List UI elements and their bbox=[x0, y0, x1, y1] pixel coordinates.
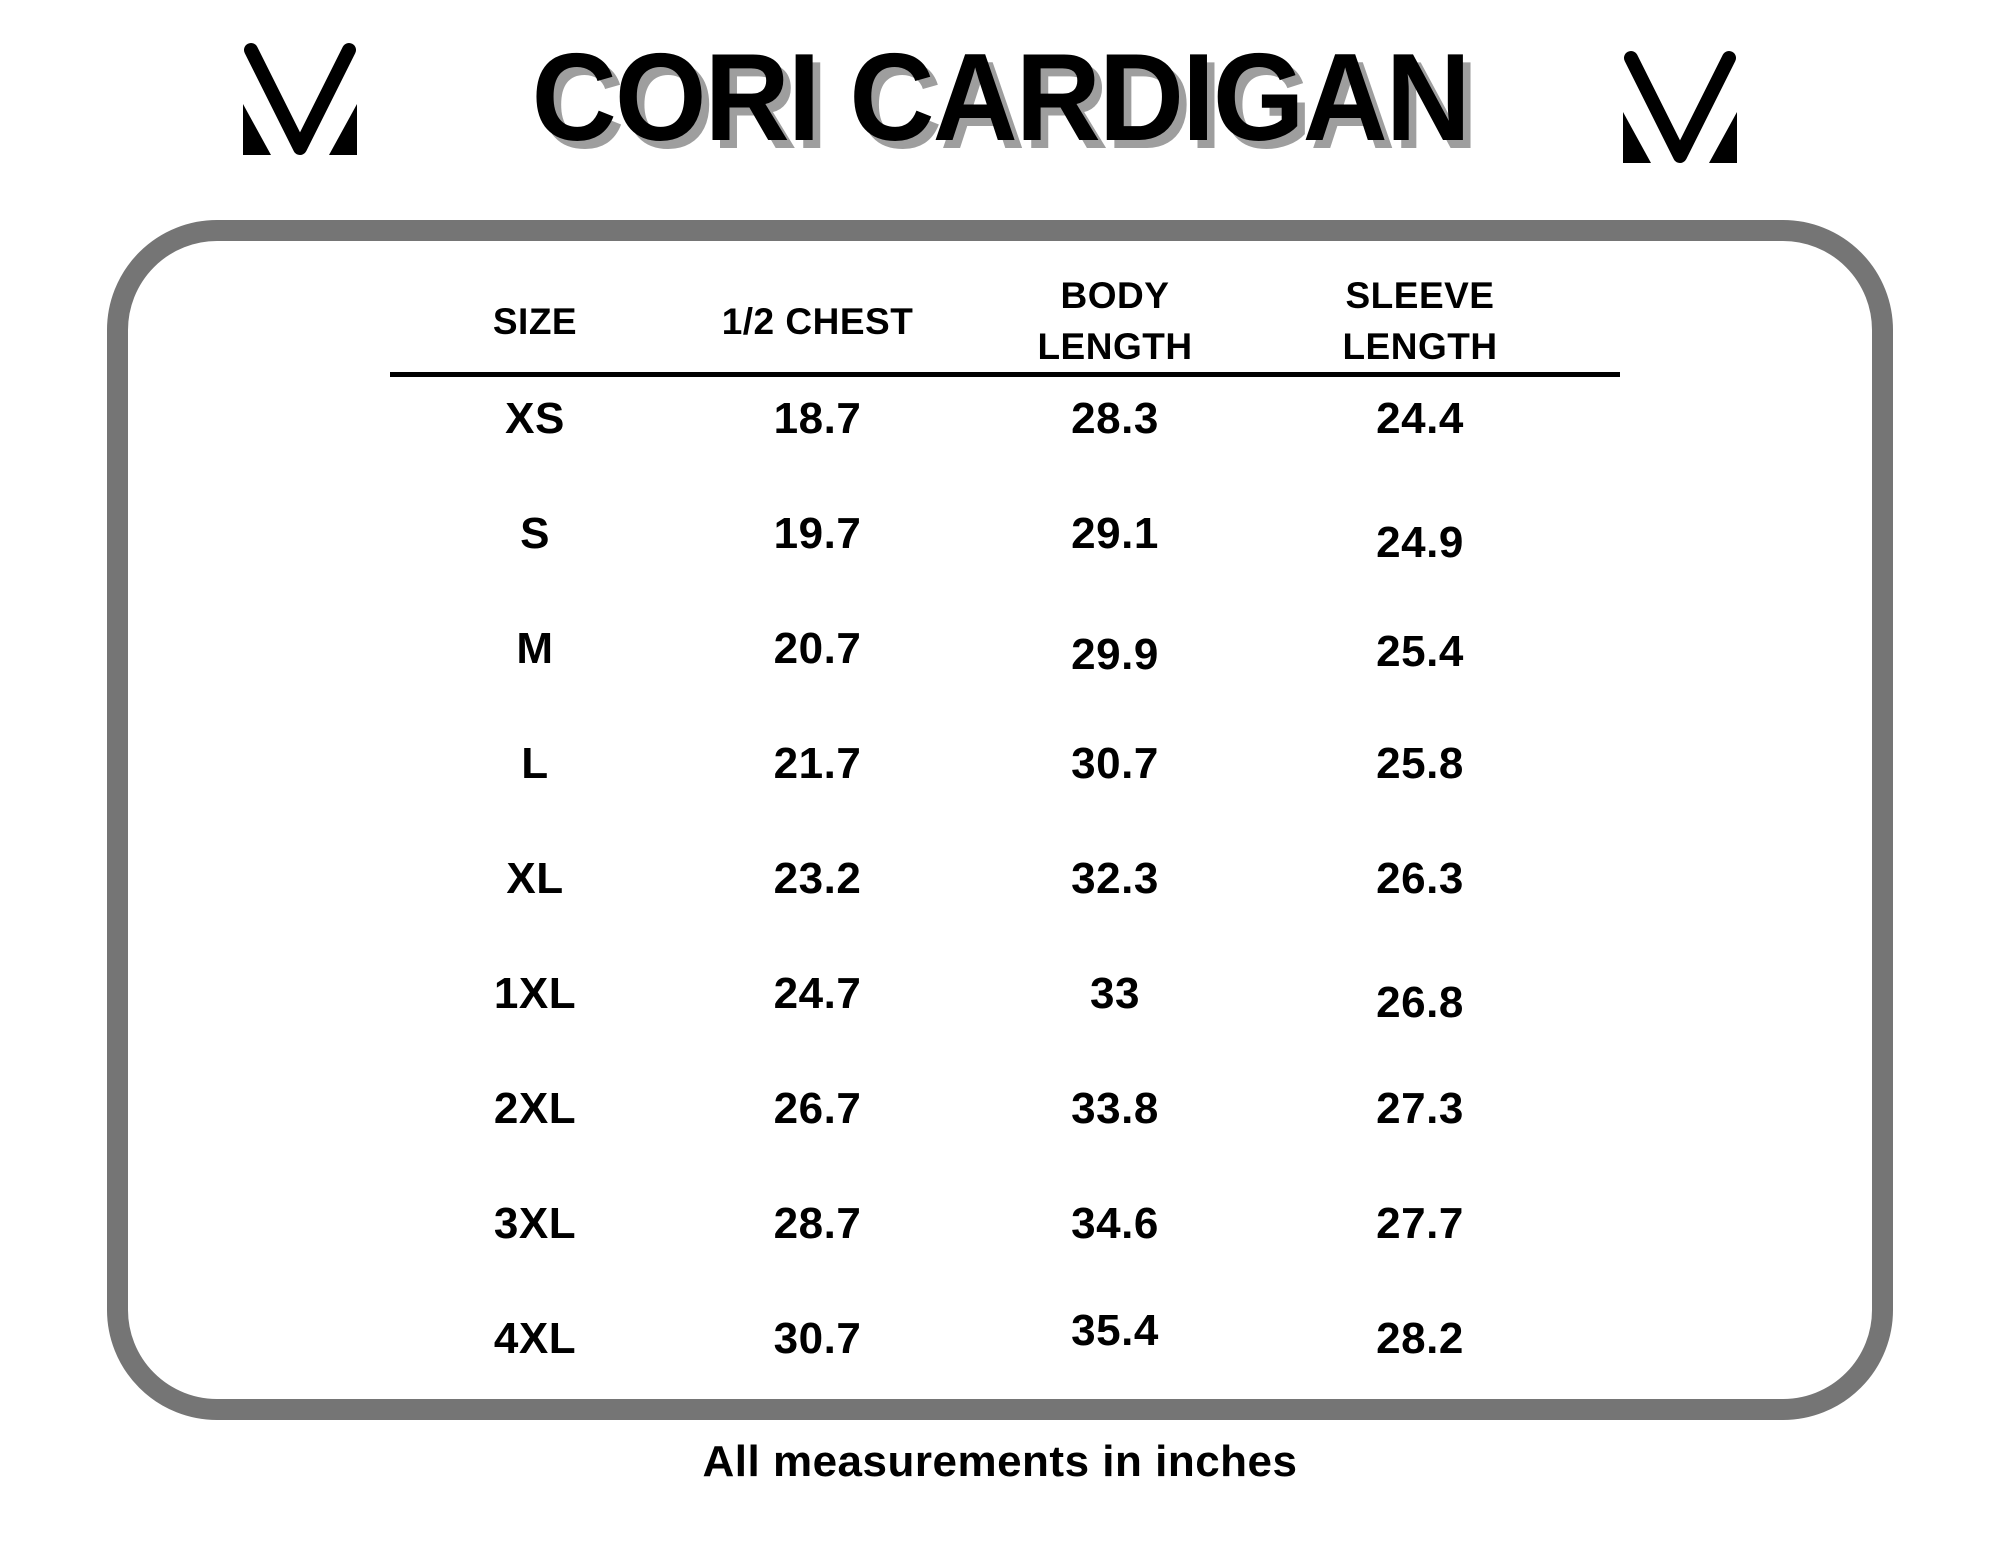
cell-size: L bbox=[521, 738, 549, 788]
cell-sleeve-length: 24.4 bbox=[1376, 393, 1464, 443]
header-sleeve-length: SLEEVE LENGTH bbox=[1342, 275, 1498, 367]
size-chart-border-box bbox=[107, 220, 1893, 1420]
cell-body-length: 33 bbox=[1090, 968, 1140, 1018]
cell-body-length: 29.9 bbox=[1071, 629, 1159, 679]
size-chart-table: SIZE 1/2 CHEST BODY LENGTH SLEEVE LENGTH… bbox=[390, 270, 1620, 1396]
size-row-XL: XL 23.2 32.3 26.3 bbox=[390, 821, 1620, 936]
table-body: XS 18.7 28.3 24.4 S 19.7 29.1 24.9 M 20.7 29.9 25.4… bbox=[390, 361, 1620, 1396]
table-header-row: SIZE 1/2 CHEST BODY LENGTH SLEEVE LENGTH bbox=[390, 270, 1620, 372]
size-row-4XL: 4XL 30.7 35.4 28.2 bbox=[390, 1281, 1620, 1396]
cell-body-length: 32.3 bbox=[1071, 853, 1159, 903]
cell-size: S bbox=[520, 508, 550, 558]
size-row-M: M 20.7 29.9 25.4 bbox=[390, 591, 1620, 706]
cell-half-chest: 26.7 bbox=[773, 1083, 862, 1133]
size-row-XS: XS 18.7 28.3 24.4 bbox=[390, 361, 1620, 476]
units-note: All measurements in inches bbox=[702, 1437, 1298, 1486]
cell-half-chest: 30.7 bbox=[773, 1313, 862, 1363]
header-half-chest: 1/2 CHEST bbox=[721, 300, 914, 342]
brand-logo-left bbox=[237, 40, 363, 160]
cell-size: 3XL bbox=[493, 1198, 577, 1248]
cell-half-chest: 21.7 bbox=[773, 738, 862, 788]
header-body-length: BODY LENGTH bbox=[1037, 275, 1193, 367]
size-row-2XL: 2XL 26.7 33.8 27.3 bbox=[390, 1051, 1620, 1166]
cell-half-chest: 18.7 bbox=[773, 393, 862, 443]
cell-half-chest: 20.7 bbox=[773, 623, 862, 673]
cell-sleeve-length: 24.9 bbox=[1376, 517, 1464, 567]
mv-monogram-icon bbox=[243, 43, 357, 155]
cell-sleeve-length: 26.8 bbox=[1376, 977, 1464, 1027]
cell-half-chest: 24.7 bbox=[773, 968, 862, 1018]
cell-body-length: 29.1 bbox=[1071, 508, 1159, 558]
cell-size: XL bbox=[506, 853, 564, 903]
cell-half-chest: 23.2 bbox=[773, 853, 862, 903]
header-size: SIZE bbox=[492, 300, 578, 342]
cell-sleeve-length: 27.7 bbox=[1376, 1198, 1464, 1248]
size-row-1XL: 1XL 24.7 33 26.8 bbox=[390, 936, 1620, 1051]
cell-body-length: 28.3 bbox=[1071, 393, 1159, 443]
cell-half-chest: 28.7 bbox=[773, 1198, 862, 1248]
cell-body-length: 35.4 bbox=[1071, 1305, 1159, 1355]
title-wrap: CORI CARDIGAN bbox=[0, 36, 2000, 160]
cell-body-length: 30.7 bbox=[1071, 738, 1159, 788]
cell-size: 1XL bbox=[493, 968, 577, 1018]
mv-monogram-icon bbox=[1623, 51, 1737, 163]
cell-sleeve-length: 25.8 bbox=[1376, 738, 1464, 788]
cell-half-chest: 19.7 bbox=[773, 508, 862, 558]
size-row-3XL: 3XL 28.7 34.6 27.7 bbox=[390, 1166, 1620, 1281]
cell-sleeve-length: 27.3 bbox=[1376, 1083, 1464, 1133]
cell-size: XS bbox=[505, 393, 565, 443]
cell-body-length: 34.6 bbox=[1071, 1198, 1159, 1248]
cell-size: 4XL bbox=[493, 1313, 577, 1363]
cell-body-length: 33.8 bbox=[1071, 1083, 1159, 1133]
header-underline bbox=[390, 372, 1620, 377]
size-row-L: L 21.7 30.7 25.8 bbox=[390, 706, 1620, 821]
brand-logo-right bbox=[1615, 48, 1745, 168]
page-title: CORI CARDIGAN bbox=[531, 29, 1470, 167]
cell-size: M bbox=[516, 623, 554, 673]
cell-sleeve-length: 25.4 bbox=[1376, 626, 1464, 676]
cell-size: 2XL bbox=[493, 1083, 577, 1133]
cell-sleeve-length: 28.2 bbox=[1376, 1313, 1464, 1363]
cell-sleeve-length: 26.3 bbox=[1376, 853, 1464, 903]
size-row-S: S 19.7 29.1 24.9 bbox=[390, 476, 1620, 591]
